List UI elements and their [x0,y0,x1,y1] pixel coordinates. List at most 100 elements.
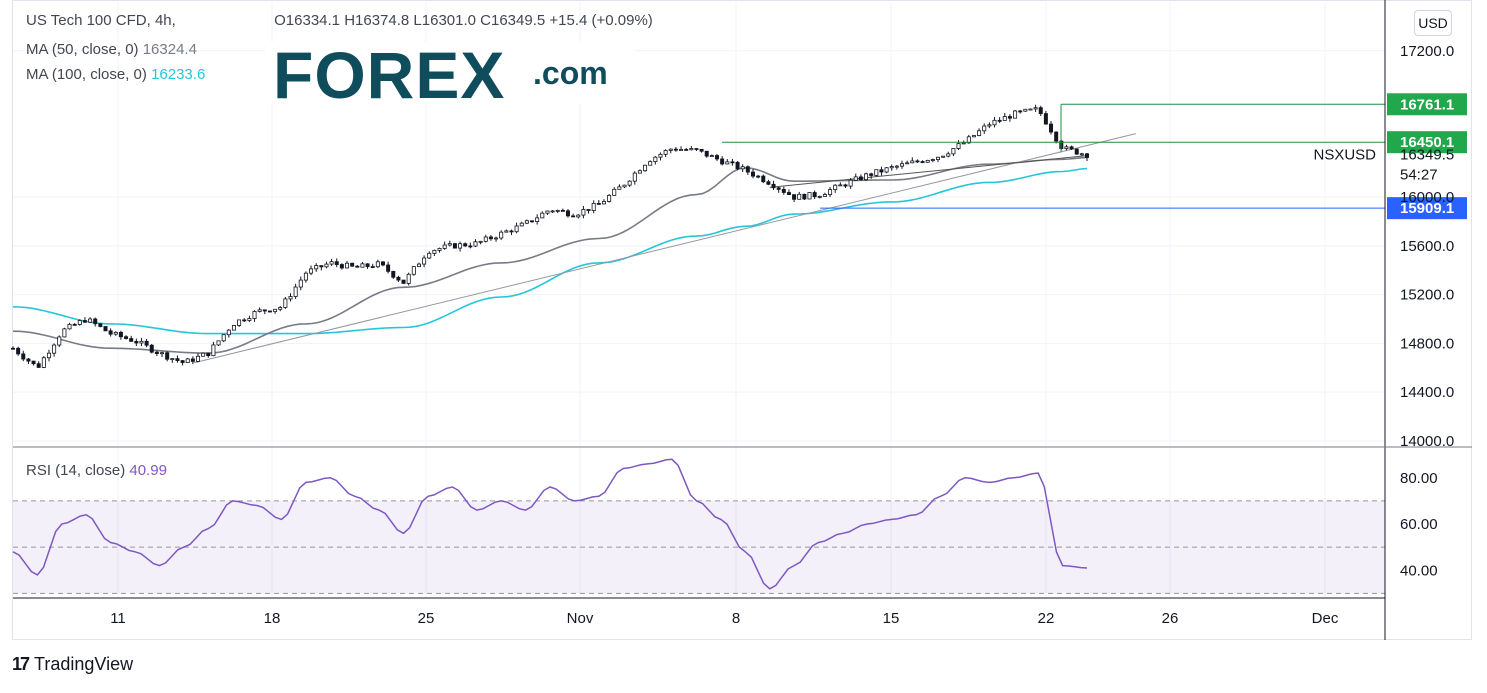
ma100-value: 16233.6 [151,66,206,83]
candle-body [129,338,134,342]
candle-body [1002,116,1007,121]
ma50-layer [12,156,1088,354]
rsi-label: RSI (14, close) [26,462,126,479]
candle-body [478,240,483,243]
candle-body [216,340,221,346]
legend-ma50[interactable]: MA (50, close, 0) 16324.4 [26,41,197,58]
trendline-long [193,133,1136,364]
candle-body [792,194,797,200]
candle-body [339,264,344,269]
candle-body [761,175,766,183]
last-price-label: 16349.5 [1400,146,1454,163]
candle-body [612,188,617,196]
candle-body [509,230,514,233]
candle-body [160,352,165,355]
time-tick-label: 22 [1038,610,1055,627]
candle-body [591,203,596,211]
candle-body [704,150,709,157]
candle-body [530,220,535,223]
candle-body [828,189,833,195]
candle-body [118,331,123,338]
legend-rsi[interactable]: RSI (14, close) 40.99 [26,462,167,479]
candle-body [494,237,499,240]
candle-body [283,298,288,308]
candle-body [324,263,329,268]
candle-body [391,270,396,278]
candle-body [535,217,540,223]
candle-body [643,164,648,172]
time-tick-label: 25 [418,610,435,627]
candle-body [149,344,154,353]
candle-body [750,171,755,177]
candle-body [668,148,673,151]
candle-body [113,331,118,335]
candle-body [401,279,406,284]
candle-body [1013,110,1018,119]
ma100-layer [12,167,1088,335]
candle-body [442,244,447,249]
candle-body [221,334,226,342]
candle-body [817,196,822,198]
ohlc-values: O16334.1 H16374.8 L16301.0 C16349.5 +15.… [274,12,653,29]
candle-body [663,150,668,155]
candle-body [977,130,982,136]
candle-body [67,323,72,330]
currency-badge[interactable]: USD [1414,10,1452,36]
candle-body [848,179,853,187]
candle-body [237,319,242,326]
candle-body [673,148,678,151]
candle-body [838,184,843,187]
forex-logo: FOREX .com [265,42,635,108]
candle-body [679,149,684,151]
candle-body [386,264,391,272]
candle-body [242,319,247,322]
candle-body [730,161,735,164]
candle-body [77,320,82,325]
candle-body [62,328,67,338]
candle-body [411,266,416,275]
candle-body [1079,153,1084,156]
candle-body [355,265,360,268]
candle-body [720,158,725,165]
candle-body [910,160,915,164]
candle-body [1054,131,1059,142]
candle-body [1028,108,1033,111]
candles [10,104,1090,369]
candle-body [889,166,894,169]
candle-body [601,201,606,205]
candle-body [103,326,108,332]
candle-body [699,148,704,152]
candle-body [483,236,488,242]
candle-body [858,176,863,181]
candle-body [571,215,576,218]
candle-body [329,261,334,265]
candle-body [488,236,493,240]
candle-body [925,159,930,163]
tradingview-brand[interactable]: 17 TradingView [12,654,133,675]
candle-body [833,184,838,191]
candle-body [565,210,570,217]
candle-body [1049,123,1054,133]
candle-body [786,192,791,196]
price-tick-label: 15200.0 [1400,287,1454,304]
candle-body [843,184,848,187]
chart-frame [12,0,1472,640]
candle-body [195,355,200,362]
rsi-band [13,500,1385,594]
candle-body [406,273,411,284]
level-label-low-bg [1387,197,1467,220]
candle-body [992,119,997,126]
candle-body [812,192,817,198]
price-tick-label: 14000.0 [1400,433,1454,450]
candle-body [57,336,62,346]
candle-body [900,163,905,167]
candle-body [524,220,529,224]
candle-body [499,231,504,239]
legend-ma100[interactable]: MA (100, close, 0) 16233.6 [26,66,205,83]
candle-body [874,169,879,176]
candle-body [941,155,946,158]
candle-body [519,222,524,227]
candle-body [637,170,642,174]
candle-body [370,266,375,268]
